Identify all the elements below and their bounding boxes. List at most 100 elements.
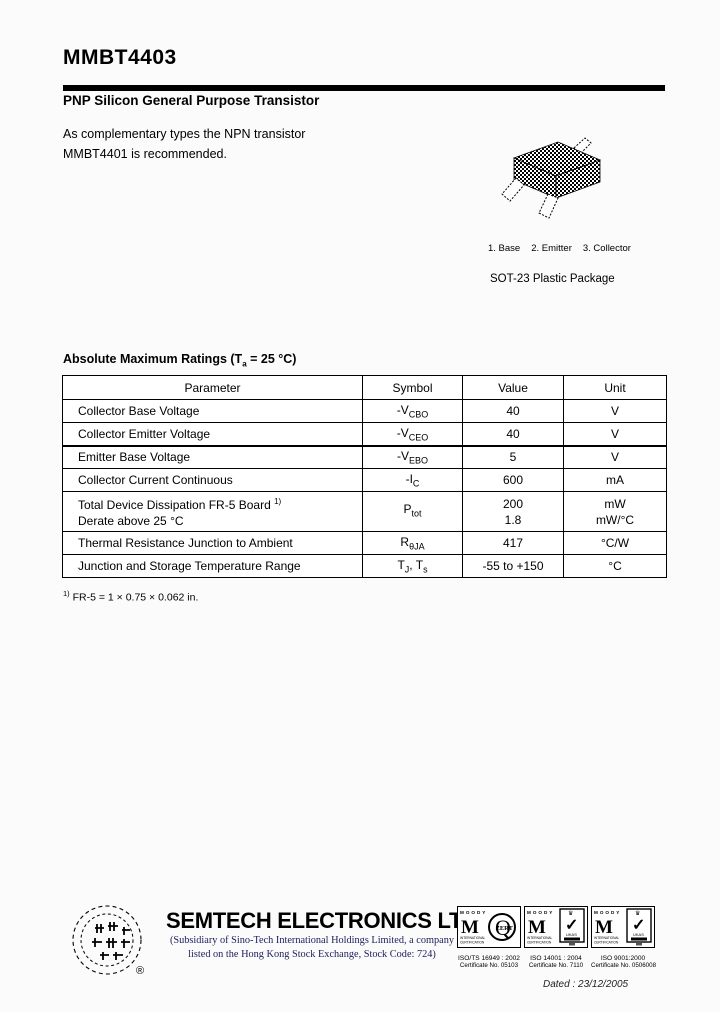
package-leg-back-right <box>573 137 592 155</box>
unit-cell: mW mW/°C <box>563 491 667 532</box>
package-name: SOT-23 Plastic Package <box>490 273 615 285</box>
moody-label: MOODY <box>527 910 554 915</box>
ratings-title-suffix: = 25 °C) <box>246 352 297 366</box>
symbol-sub: CBO <box>408 409 429 420</box>
crown-icon: ♛ <box>635 910 640 917</box>
parameter-cell: Collector Base Voltage <box>62 399 363 423</box>
pin3-label: 3. Collector <box>582 243 631 254</box>
package-leg-front <box>538 193 559 219</box>
unit-cell: V <box>563 445 667 469</box>
moody-sub1: INTERNATIONAL <box>527 936 552 940</box>
company-subsidiary-note: (Subsidiary of Sino-Tech International H… <box>166 934 458 962</box>
moody-ukas-mark: MOODY M INTERNATIONAL CERTIFICATION ♛ ✓ … <box>591 906 655 948</box>
footnote-ref: 1) <box>274 497 282 506</box>
table-row: Emitter Base Voltage -VEBO 5 V <box>62 445 667 469</box>
sot23-package-drawing <box>501 137 602 219</box>
unit-cell: °C/W <box>563 531 667 555</box>
ratings-title-sub: a <box>242 359 247 369</box>
cert-iso-ts16949: MOODY M INTERNATIONAL CERTIFICATION Q ZE… <box>457 906 521 969</box>
value-cell: 40 <box>462 399 564 423</box>
unit-cell: °C <box>563 554 667 578</box>
symbol-sub: CEO <box>408 431 429 442</box>
symbol-cell: Ptot <box>362 491 463 532</box>
symbol-sub2: s <box>423 564 428 575</box>
cert-number: Certificate No. 05103 <box>459 962 519 969</box>
unit-cell: V <box>563 422 667 447</box>
description-text: As complementary types the NPN transisto… <box>63 124 305 164</box>
table-row: Collector Base Voltage -VCBO 40 V <box>62 399 667 423</box>
check-icon: ✓ <box>565 917 578 934</box>
ratings-table: Parameter Symbol Value Unit Collector Ba… <box>62 375 667 578</box>
parameter-cell: Emitter Base Voltage <box>62 445 363 469</box>
qzert-label: ZERT <box>496 925 514 932</box>
cert-number: Certificate No. 7110 <box>528 962 584 969</box>
symbol-sub: tot <box>411 508 422 519</box>
unit-cell: mA <box>563 468 667 492</box>
moody-m-icon: M <box>528 917 546 938</box>
footnote-sup: 1) <box>63 589 70 598</box>
symbol-base: -V <box>396 402 409 417</box>
col-header-unit: Unit <box>563 375 667 400</box>
value-cell: 200 1.8 <box>462 491 564 532</box>
registered-mark: ® <box>136 965 144 977</box>
unit-line2: mW/°C <box>595 512 635 527</box>
table-row: Total Device Dissipation FR-5 Board 1) De… <box>62 491 667 532</box>
moody-sub2: CERTIFICATION <box>594 941 619 945</box>
symbol-cell: -VEBO <box>362 445 463 469</box>
cert-number: Certificate No. 0506008 <box>591 962 657 969</box>
moody-sub2: CERTIFICATION <box>460 941 485 945</box>
package-body <box>512 141 602 199</box>
header-divider-bar <box>63 85 665 91</box>
symbol-base: T <box>397 557 405 572</box>
moody-label: MOODY <box>460 910 487 915</box>
cert-standard: ISO/TS 16949 : 2002 <box>458 955 520 962</box>
semtech-logo: ® <box>72 905 144 977</box>
unit-line1: mW <box>604 496 626 511</box>
pin1-label: 1. Base <box>488 243 521 254</box>
moody-sub1: INTERNATIONAL <box>594 936 619 940</box>
parameter-line2: Derate above 25 °C <box>78 514 184 528</box>
symbol-cell: TJ, Ts <box>362 554 463 578</box>
cert-standard: ISO 9001:2000 <box>600 955 646 962</box>
moody-ukas-mark: MOODY M INTERNATIONAL CERTIFICATION ♛ ✓ … <box>524 906 588 948</box>
parameter-cell: Thermal Resistance Junction to Ambient <box>62 531 363 555</box>
footnote-text: FR-5 = 1 × 0.75 × 0.062 in. <box>69 591 199 604</box>
cert-standard: ISO 14001 : 2004 <box>530 955 582 962</box>
symbol-base: -V <box>396 425 409 440</box>
parameter-cell: Total Device Dissipation FR-5 Board 1) De… <box>62 491 363 532</box>
symbol-sub: θJA <box>409 541 425 552</box>
pin2-label: 2. Emitter <box>531 243 572 254</box>
symbol-sub: C <box>412 478 420 489</box>
table-row: Collector Current Continuous -IC 600 mA <box>62 468 667 492</box>
part-number-title: MMBT4403 <box>63 46 177 69</box>
moody-label: MOODY <box>594 910 621 915</box>
package-leg-left <box>501 177 525 202</box>
table-row: Junction and Storage Temperature Range T… <box>62 554 667 578</box>
value-cell: 600 <box>462 468 564 492</box>
value-cell: 5 <box>462 445 564 469</box>
moody-m-icon: M <box>595 917 613 938</box>
parameter-line1: Total Device Dissipation FR-5 Board <box>78 498 271 512</box>
symbol-base: P <box>403 502 412 517</box>
value-cell: 417 <box>462 531 564 555</box>
description-line1: As complementary types the NPN transisto… <box>63 127 306 141</box>
subsidiary-line2: listed on the Hong Kong Stock Exchange, … <box>188 949 436 960</box>
symbol-base: R <box>400 534 410 549</box>
symbol-mid: , T <box>409 557 424 572</box>
symbol-sub: EBO <box>408 455 428 466</box>
col-header-value: Value <box>462 375 564 400</box>
ratings-title-prefix: Absolute Maximum Ratings (T <box>63 352 243 366</box>
parameter-cell: Collector Current Continuous <box>62 468 363 492</box>
parameter-cell: Junction and Storage Temperature Range <box>62 554 363 578</box>
logo-ideogram-marks <box>92 922 130 960</box>
table-header-row: Parameter Symbol Value Unit <box>62 375 667 400</box>
parameter-cell: Collector Emitter Voltage <box>62 422 363 447</box>
ratings-table-title: Absolute Maximum Ratings (Ta = 25 °C) <box>63 352 296 369</box>
symbol-base: -I <box>405 471 413 486</box>
unit-cell: V <box>563 399 667 423</box>
check-icon: ✓ <box>632 917 645 934</box>
symbol-cell: -VCBO <box>362 399 463 423</box>
value-line2: 1.8 <box>504 512 522 527</box>
moody-qzert-mark: MOODY M INTERNATIONAL CERTIFICATION Q ZE… <box>457 906 521 948</box>
value-cell: 40 <box>462 422 564 447</box>
